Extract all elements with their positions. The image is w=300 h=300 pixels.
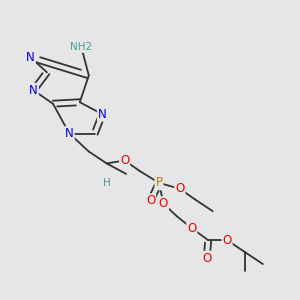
Text: O: O — [120, 154, 129, 167]
Text: O: O — [187, 222, 196, 235]
Text: H: H — [103, 178, 111, 188]
Text: O: O — [202, 252, 212, 265]
Text: N: N — [29, 84, 38, 97]
Text: O: O — [159, 197, 168, 210]
Text: N: N — [26, 51, 35, 64]
Text: P: P — [155, 176, 163, 189]
Text: O: O — [175, 182, 184, 195]
Text: NH2: NH2 — [70, 42, 92, 52]
Text: N: N — [65, 127, 74, 140]
Text: N: N — [98, 108, 106, 121]
Text: O: O — [222, 234, 232, 247]
Text: O: O — [146, 194, 155, 207]
